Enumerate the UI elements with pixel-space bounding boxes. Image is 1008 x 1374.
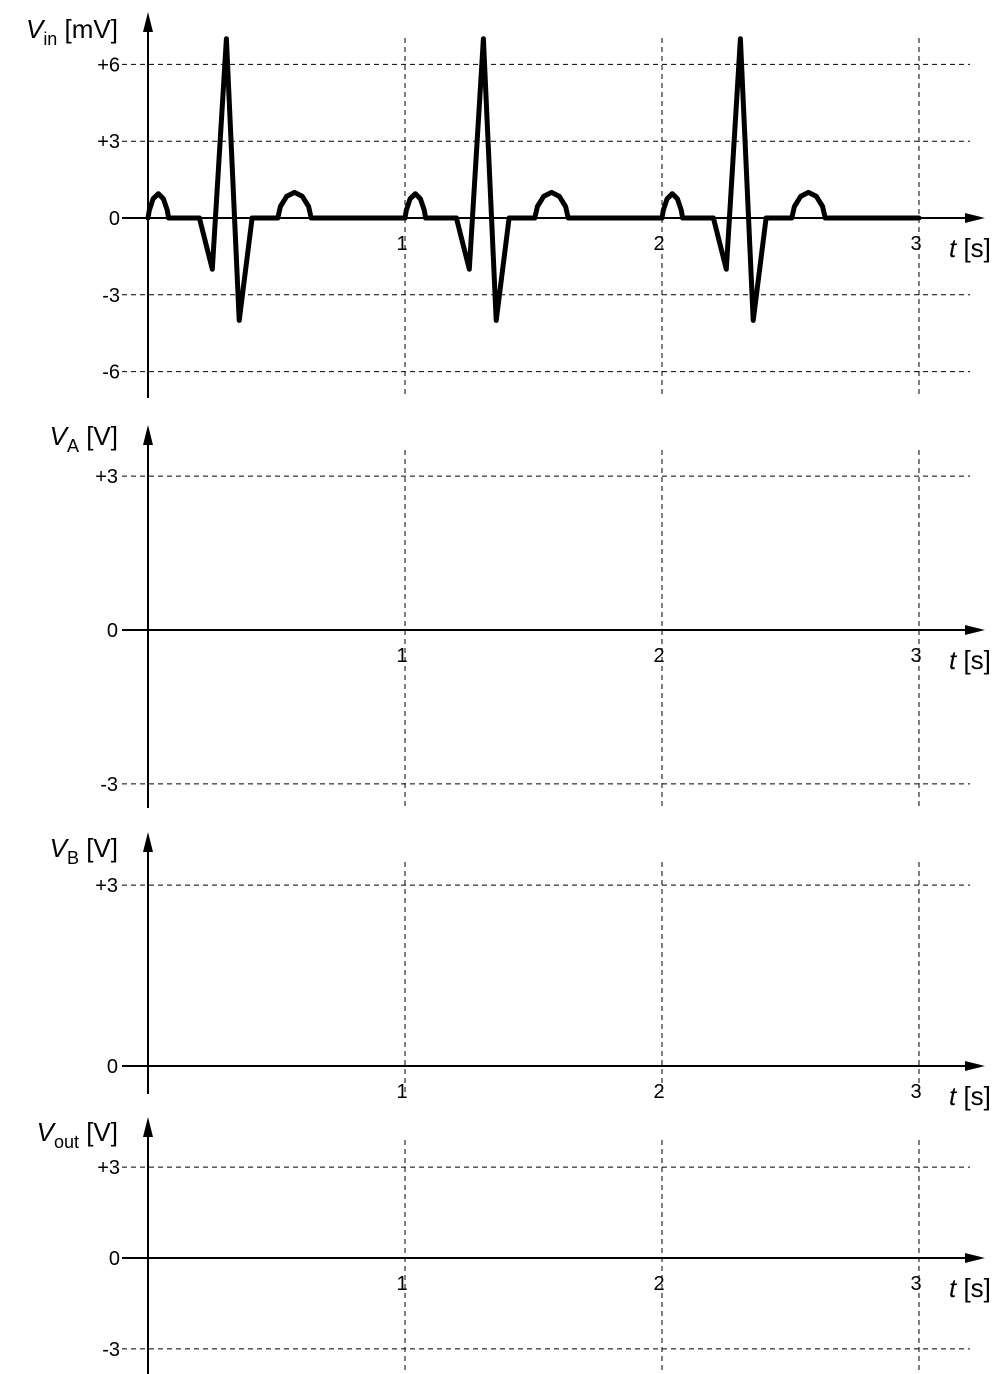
y-axis-label: VB [V] <box>50 833 118 868</box>
panel-out: +3 0 -3 1 2 3 t [s] Vout [V] <box>37 1117 991 1374</box>
y-tick-label: -3 <box>102 1339 120 1361</box>
y-tick-label: -3 <box>100 774 118 796</box>
panel-A: +3 0 -3 1 2 3 t [s] VA [V] <box>50 421 991 808</box>
x-axis-label: t [s] <box>949 645 991 675</box>
y-axis-arrow <box>143 832 153 852</box>
y-axis-label: Vin [mV] <box>26 14 118 49</box>
y-tick-label: +3 <box>97 131 120 153</box>
x-tick-label: 2 <box>653 645 664 667</box>
panel-in: +6 +3 0 -3 -6 1 2 3 t [s] Vin [mV] <box>26 12 991 398</box>
x-tick-label: 3 <box>910 645 921 667</box>
y-tick-label: +6 <box>97 54 120 76</box>
y-tick-label: 0 <box>107 1056 118 1078</box>
x-tick-label: 1 <box>396 1273 407 1295</box>
y-axis-arrow <box>143 425 153 445</box>
x-tick-label: 3 <box>910 233 921 255</box>
vin-trace <box>145 36 922 323</box>
x-tick-label: 2 <box>653 233 664 255</box>
x-tick-label: 3 <box>910 1081 921 1103</box>
panel-B: +3 0 1 2 3 t [s] VB [V] <box>50 832 991 1111</box>
y-tick-label: 0 <box>107 620 118 642</box>
y-tick-label: -6 <box>102 362 120 384</box>
x-axis-arrow <box>965 1061 985 1071</box>
x-tick-label: 3 <box>910 1273 921 1295</box>
y-axis-label: VA [V] <box>50 421 118 456</box>
y-tick-label: 0 <box>109 1248 120 1270</box>
x-tick-label: 2 <box>653 1273 664 1295</box>
y-tick-label: +3 <box>97 1157 120 1179</box>
x-axis-label: t [s] <box>949 233 991 263</box>
x-axis-label: t [s] <box>949 1081 991 1111</box>
y-tick-label: +3 <box>95 875 118 897</box>
x-tick-label: 1 <box>396 1081 407 1103</box>
y-tick-label: -3 <box>102 285 120 307</box>
y-axis-label: Vout [V] <box>37 1117 118 1152</box>
x-axis-arrow <box>965 625 985 635</box>
y-axis-arrow <box>143 12 153 32</box>
y-tick-label: 0 <box>109 208 120 230</box>
x-tick-label: 1 <box>396 645 407 667</box>
y-tick-label: +3 <box>95 466 118 488</box>
x-axis-label: t [s] <box>949 1273 991 1303</box>
x-tick-label: 2 <box>653 1081 664 1103</box>
x-tick-label: 1 <box>396 233 407 255</box>
x-axis-arrow <box>965 213 985 223</box>
x-axis-arrow <box>965 1253 985 1263</box>
y-axis-arrow <box>143 1117 153 1137</box>
